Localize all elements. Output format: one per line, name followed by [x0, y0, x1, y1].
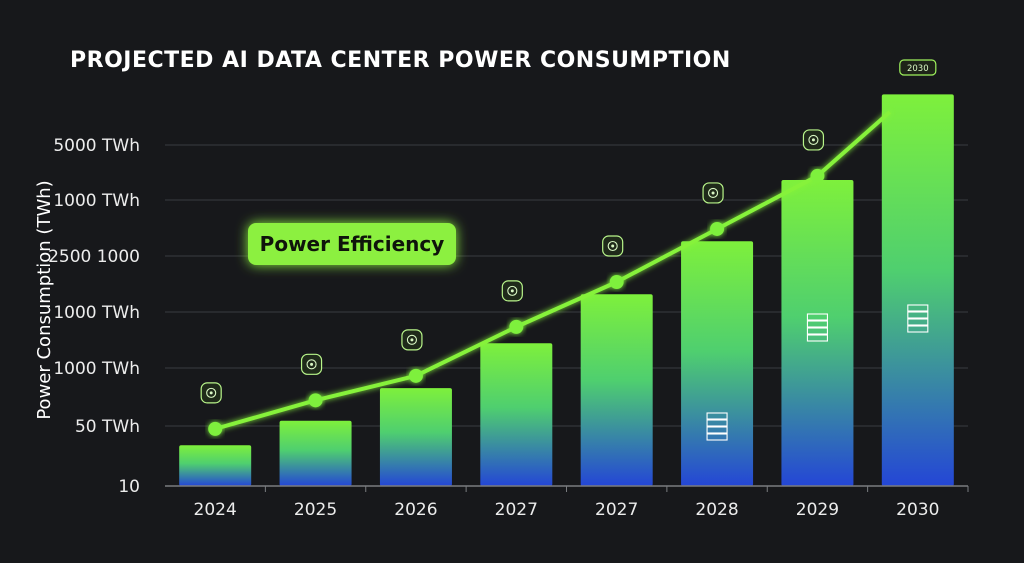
- server-icon-row: [907, 304, 929, 312]
- server-icon-row: [806, 313, 828, 321]
- server-icon-row: [806, 327, 828, 335]
- chart-title: PROJECTED AI DATA CENTER POWER CONSUMPTI…: [70, 48, 731, 73]
- y-tick-label: 1000 TWh: [53, 191, 140, 211]
- icon-glyph: [607, 240, 618, 252]
- server-icon-row: [706, 419, 728, 427]
- chip-label: 2030: [907, 64, 929, 74]
- icon-glyph: [507, 285, 518, 296]
- y-tick-label: 10: [118, 477, 140, 497]
- bar: [881, 94, 954, 486]
- bar: [480, 343, 553, 486]
- server-icon: [907, 304, 929, 333]
- server-icon: [706, 412, 728, 441]
- x-tick-label: 2030: [896, 500, 939, 520]
- badge-label: Power Efficiency: [260, 232, 445, 256]
- trend-marker: [810, 168, 825, 183]
- trend-marker: [408, 368, 423, 383]
- trend-marker: [509, 319, 524, 334]
- y-tick-label: 50 TWh: [75, 417, 140, 437]
- icon-dot: [811, 138, 815, 142]
- brain-icon: [702, 182, 724, 204]
- server-icon: [806, 313, 828, 342]
- icon-dot: [310, 362, 314, 366]
- bar: [179, 445, 252, 486]
- cloud-icon: [602, 235, 624, 257]
- chip-frame: [899, 59, 937, 76]
- server-icon-row: [907, 311, 929, 319]
- bar: [580, 294, 653, 486]
- gauge-icon: [300, 353, 323, 375]
- chip-icon: [200, 382, 222, 404]
- server-icon-row: [907, 318, 929, 326]
- server-icon-row: [806, 320, 828, 328]
- trend-marker: [710, 221, 725, 236]
- y-tick-label: 5000 TWh: [53, 136, 140, 156]
- bar: [379, 388, 452, 486]
- icon-dot: [711, 191, 715, 195]
- icon-glyph: [206, 387, 217, 398]
- server-icon-row: [907, 325, 929, 333]
- server-icon-row: [706, 426, 728, 434]
- x-tick-label: 2025: [294, 500, 337, 520]
- server-icon-row: [706, 433, 728, 441]
- icon-glyph: [406, 334, 417, 345]
- server-icon-row: [706, 412, 728, 420]
- icon-glyph: [708, 187, 719, 199]
- top-chip-label: 2030: [899, 59, 937, 76]
- gear-icon: [802, 129, 825, 151]
- network-icon: [501, 280, 523, 302]
- trend-line: [214, 110, 892, 431]
- icon-glyph: [808, 134, 819, 145]
- icon-dot: [611, 244, 615, 248]
- x-tick-label: 2029: [796, 500, 839, 520]
- bar: [681, 241, 754, 486]
- bar: [279, 420, 352, 486]
- x-tick-label: 2024: [194, 500, 237, 520]
- x-tick-label: 2028: [695, 500, 738, 520]
- x-tick-label: 2027: [495, 500, 538, 520]
- y-tick-label: 2500 1000: [48, 247, 140, 267]
- icon-dot: [510, 289, 514, 293]
- y-tick-label: 1000 TWh: [53, 359, 140, 379]
- gauge-icon: [401, 329, 423, 351]
- y-axis-label: Power Consumption (TWh): [34, 180, 55, 419]
- trend-marker: [609, 275, 624, 289]
- server-icon-row: [806, 334, 828, 342]
- trend-marker: [208, 421, 223, 436]
- icon-dot: [410, 338, 414, 342]
- x-tick-label: 2027: [595, 500, 638, 520]
- bar: [781, 180, 854, 486]
- y-tick-label: 1000 TWh: [53, 303, 140, 323]
- badge-background: [248, 223, 456, 265]
- x-tick-label: 2026: [394, 500, 437, 520]
- icon-glyph: [306, 359, 317, 370]
- power-efficiency-badge: Power Efficiency: [248, 223, 456, 265]
- trend-marker: [308, 393, 323, 408]
- icon-dot: [209, 391, 213, 395]
